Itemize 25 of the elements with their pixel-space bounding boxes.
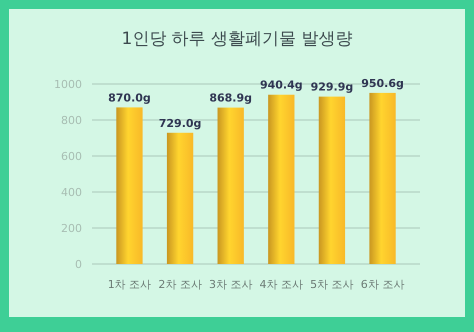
y-tick-label: 0 xyxy=(75,258,82,271)
y-tick-label: 400 xyxy=(61,186,82,199)
data-label: 950.6g xyxy=(361,76,404,90)
bar xyxy=(268,94,294,264)
x-tick-label: 1차 조사 xyxy=(108,278,152,291)
y-tick-label: 800 xyxy=(61,114,82,127)
chart-title: 1인당 하루 생활폐기물 발생량 xyxy=(121,29,353,49)
y-tick-label: 600 xyxy=(61,150,82,163)
y-tick-label: 1000 xyxy=(54,78,82,91)
data-label: 729.0g xyxy=(158,116,202,130)
x-tick-label: 2차 조사 xyxy=(158,278,202,291)
data-label: 870.0g xyxy=(108,91,151,104)
x-tick-label: 6차 조사 xyxy=(360,278,404,291)
x-tick-label: 4차 조사 xyxy=(260,278,304,291)
bar xyxy=(218,108,244,264)
bar xyxy=(116,107,143,264)
bar xyxy=(369,92,396,264)
data-label: 940.4g xyxy=(260,78,303,92)
bar xyxy=(318,96,346,264)
data-label: 929.9g xyxy=(310,80,354,94)
x-tick-label: 3차 조사 xyxy=(208,278,252,291)
x-tick-label: 5차 조사 xyxy=(310,278,354,291)
data-label: 868.9g xyxy=(209,92,252,105)
bar xyxy=(166,132,194,264)
y-tick-label: 200 xyxy=(61,222,82,235)
